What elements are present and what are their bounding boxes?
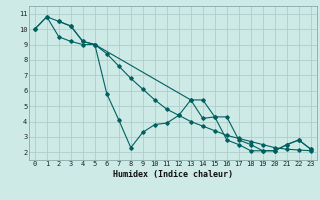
- X-axis label: Humidex (Indice chaleur): Humidex (Indice chaleur): [113, 170, 233, 179]
